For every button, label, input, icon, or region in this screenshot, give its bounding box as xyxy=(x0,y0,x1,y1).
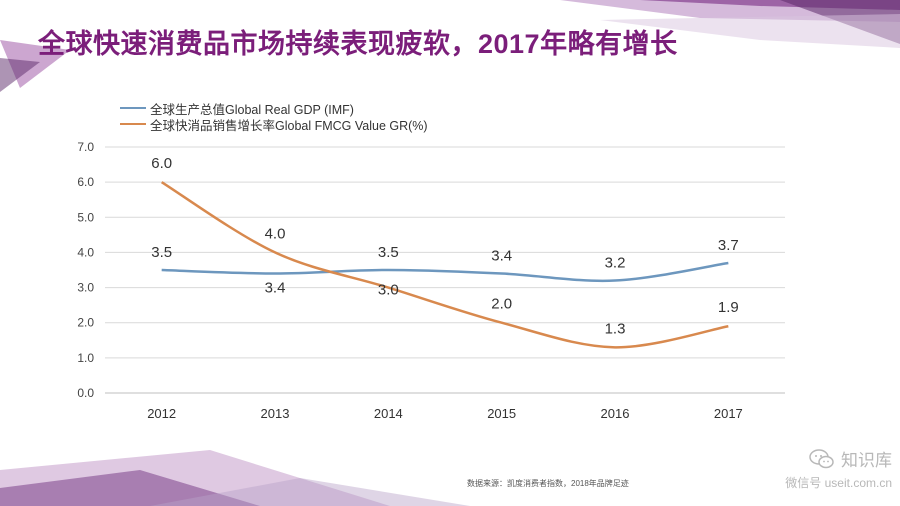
x-tick-label: 2015 xyxy=(487,406,516,421)
y-tick-label: 3.0 xyxy=(77,281,94,295)
legend-item-fmcg: 全球快消品销售增长率Global FMCG Value GR(%) xyxy=(120,116,428,133)
data-label-fmcg: 3.0 xyxy=(378,282,399,299)
data-label-gdp: 3.2 xyxy=(605,255,626,272)
page-title: 全球快速消费品市场持续表现疲软，2017年略有增长 xyxy=(38,29,678,59)
y-tick-label: 6.0 xyxy=(77,175,94,189)
y-tick-label: 7.0 xyxy=(77,140,94,154)
legend-swatch-gdp xyxy=(120,107,146,109)
data-label-gdp: 3.5 xyxy=(151,244,172,261)
wechat-icon xyxy=(809,448,834,468)
legend-swatch-fmcg xyxy=(120,123,146,125)
legend-item-gdp: 全球生产总值Global Real GDP (IMF) xyxy=(120,100,428,117)
data-label-gdp: 3.7 xyxy=(718,237,739,254)
watermark-account: 微信号 useit.com.cn xyxy=(785,476,892,490)
source-note: 数据来源：凯度消费者指数，2018年品牌足迹 xyxy=(467,479,629,488)
data-label-gdp: 3.5 xyxy=(378,244,399,261)
y-tick-label: 4.0 xyxy=(77,245,94,259)
series-line-gdp xyxy=(161,261,729,283)
data-label-fmcg: 4.0 xyxy=(265,225,286,242)
y-tick-label: 5.0 xyxy=(77,210,94,224)
data-label-fmcg: 6.0 xyxy=(151,155,172,172)
y-tick-label: 1.0 xyxy=(77,351,94,365)
x-tick-label: 2017 xyxy=(714,406,743,421)
x-tick-label: 2016 xyxy=(601,406,630,421)
chart-legend: 全球生产总值Global Real GDP (IMF) 全球快消品销售增长率Gl… xyxy=(120,100,428,133)
legend-label-gdp: 全球生产总值Global Real GDP (IMF) xyxy=(150,102,354,117)
legend-label-fmcg: 全球快消品销售增长率Global FMCG Value GR(%) xyxy=(150,118,428,133)
x-tick-label: 2013 xyxy=(261,406,290,421)
data-label-gdp: 3.4 xyxy=(491,248,512,265)
data-label-fmcg: 1.3 xyxy=(605,320,626,337)
data-label-gdp: 3.4 xyxy=(265,280,286,297)
y-tick-label: 0.0 xyxy=(77,386,94,400)
y-tick-label: 2.0 xyxy=(77,316,94,330)
data-label-fmcg: 1.9 xyxy=(718,299,739,316)
x-tick-label: 2014 xyxy=(374,406,403,421)
series-line-fmcg xyxy=(161,181,729,349)
x-tick-label: 2012 xyxy=(147,406,176,421)
watermark: 知识库 微信号 useit.com.cn xyxy=(785,446,892,491)
watermark-name: 知识库 xyxy=(841,451,892,470)
data-label-fmcg: 2.0 xyxy=(491,296,512,313)
